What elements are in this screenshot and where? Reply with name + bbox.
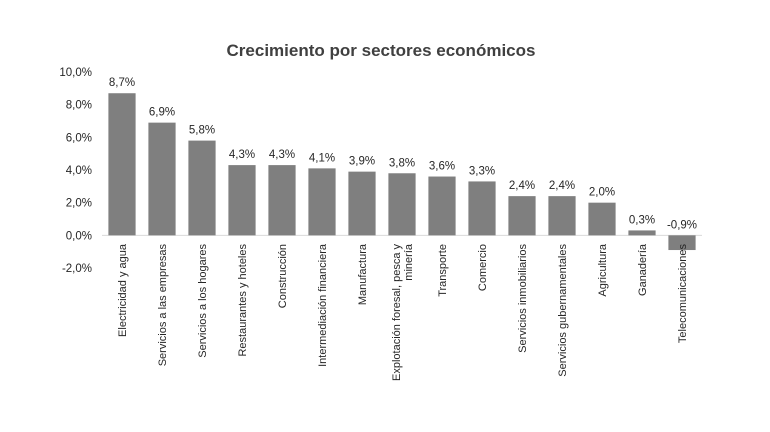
category-label-line: Explotación foresal, pesca y	[391, 244, 403, 381]
category-label: Servicios gubernamentales	[557, 244, 569, 377]
category-label-line: Manufactura	[357, 243, 369, 305]
bar	[308, 168, 336, 236]
data-label: 4,3%	[229, 149, 255, 161]
category-label-line: Construcción	[277, 244, 289, 308]
y-tick-label: 6,0%	[66, 132, 92, 144]
category-labels: Electricidad y agua Servicios a las empre…	[117, 243, 689, 381]
category-label: Electricidad y agua	[117, 243, 129, 337]
y-tick-label: -2,0%	[62, 263, 92, 275]
category-label-line: Comercio	[477, 244, 489, 291]
bar	[468, 181, 496, 236]
category-label: Ganadería	[637, 243, 649, 296]
category-label: Servicios inmobiliarios	[517, 244, 529, 353]
y-tick-label: 10,0%	[59, 67, 92, 79]
category-label-line: Servicios a los hogares	[197, 244, 209, 358]
bar	[188, 140, 216, 236]
data-label: 6,9%	[149, 107, 175, 119]
data-label: 3,9%	[349, 156, 375, 168]
y-tick-label: 8,0%	[66, 100, 92, 112]
bar	[268, 165, 296, 236]
data-label: 0,3%	[629, 214, 655, 226]
bar	[508, 196, 536, 236]
category-label-line: Intermediación financiera	[317, 243, 329, 367]
category-label-line: Servicios a las empresas	[157, 244, 169, 367]
category-label: Telecomunicaciones	[677, 244, 689, 344]
category-label: Construcción	[277, 244, 289, 308]
bar	[228, 165, 256, 236]
bar	[348, 171, 376, 236]
data-label: 4,3%	[269, 149, 295, 161]
category-label-line: Electricidad y agua	[117, 243, 129, 337]
data-label: 8,7%	[109, 77, 135, 89]
category-label-line: Agricultura	[597, 243, 609, 296]
bar	[668, 235, 696, 251]
category-label-line: Telecomunicaciones	[677, 244, 689, 344]
data-label: 4,1%	[309, 152, 335, 164]
data-label: 3,8%	[389, 157, 415, 169]
category-label: Restaurantes y hoteles	[237, 244, 249, 357]
bar	[428, 176, 456, 236]
category-label-line: Restaurantes y hoteles	[237, 244, 249, 357]
bar	[548, 196, 576, 236]
bar	[588, 202, 616, 236]
data-label: 2,4%	[549, 180, 575, 192]
y-tick-label: 2,0%	[66, 198, 92, 210]
bar	[148, 122, 176, 236]
data-labels: 8,7% 6,9% 5,8% 4,3% 4,3% 4,1% 3,9% 3,8% 3,6% 3,3%…	[109, 77, 697, 231]
data-label: -0,9%	[667, 219, 697, 231]
category-label-line: Ganadería	[637, 243, 649, 296]
data-label: 2,0%	[589, 187, 615, 199]
y-tick-label: 0,0%	[66, 230, 92, 242]
category-label: Explotación foresal, pesca yminería	[391, 243, 415, 381]
data-label: 3,6%	[429, 161, 455, 173]
category-label-line: Transporte	[437, 244, 449, 297]
category-label-line: Servicios gubernamentales	[557, 244, 569, 377]
category-label: Manufactura	[357, 243, 369, 305]
bars	[108, 93, 696, 251]
category-label-line: minería	[403, 243, 415, 281]
bar	[108, 93, 136, 236]
category-label: Servicios a los hogares	[197, 244, 209, 358]
y-tick-label: 4,0%	[66, 165, 92, 177]
category-label: Comercio	[477, 244, 489, 291]
category-label: Transporte	[437, 244, 449, 297]
data-label: 5,8%	[189, 125, 215, 137]
category-label: Servicios a las empresas	[157, 244, 169, 367]
category-label-line: Servicios inmobiliarios	[517, 244, 529, 353]
data-label: 2,4%	[509, 180, 535, 192]
bar	[388, 173, 416, 236]
category-label: Intermediación financiera	[317, 243, 329, 367]
category-label: Agricultura	[597, 243, 609, 296]
data-label: 3,3%	[469, 165, 495, 177]
chart-title: Crecimiento por sectores económicos	[227, 41, 536, 60]
bar	[628, 230, 656, 236]
